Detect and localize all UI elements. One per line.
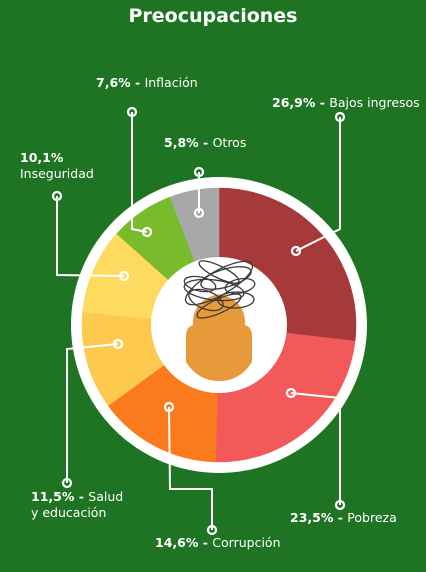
- label-text: Inflación: [144, 75, 198, 90]
- leader-dot-bajos-end: [334, 111, 346, 123]
- label-corrupcion: 14,6% - Corrupción: [155, 535, 281, 550]
- label-pobreza: 23,5% - Pobreza: [290, 510, 397, 525]
- label-text: Pobreza: [347, 510, 397, 525]
- label-bajos-ingresos: 26,9% - Bajos ingresos: [272, 95, 420, 110]
- label-text: Inseguridad: [20, 166, 94, 181]
- chart-title: Preocupaciones: [128, 5, 298, 27]
- leader-dot-corrupcion-start: [163, 401, 175, 413]
- leader-line-corrupcion: [168, 406, 213, 530]
- scribble-loop: [183, 275, 217, 293]
- scribble-loop: [196, 293, 242, 319]
- slice-pobreza: [215, 332, 356, 463]
- label-inflacion: 7,6% - Inflación: [96, 75, 198, 90]
- leader-dot-salud-start: [112, 338, 124, 350]
- label-pct: 10,1%: [20, 150, 64, 165]
- label-salud-educacion: 11,5% - Salud y educación: [31, 489, 124, 520]
- leader-dot-inflacion-start: [141, 226, 153, 238]
- leader-line-bajos: [295, 117, 341, 252]
- label-pct: 26,9%: [272, 95, 316, 110]
- leader-lines-group: [51, 106, 346, 536]
- leader-dot-bajos-start: [290, 245, 302, 257]
- scribble-icon: [183, 260, 256, 319]
- leader-dot-corrupcion-end: [206, 524, 218, 536]
- leader-dot-salud-end: [61, 477, 73, 489]
- scribble-loop: [200, 266, 252, 290]
- label-otros: 5,8% - Otros: [164, 135, 247, 150]
- label-pct: 11,5%: [31, 489, 75, 504]
- label-pct: 5,8%: [164, 135, 199, 150]
- label-pct: 23,5%: [290, 510, 334, 525]
- leader-dot-otros-start: [193, 207, 205, 219]
- leader-line-salud: [66, 343, 119, 483]
- label-inseguridad: 10,1% Inseguridad: [20, 150, 94, 182]
- head-icon: [186, 294, 252, 381]
- leader-line-pobreza: [290, 392, 341, 505]
- leader-dot-inseguridad-end: [51, 190, 63, 202]
- leader-dot-pobreza-start: [285, 387, 297, 399]
- leader-dot-otros-end: [193, 166, 205, 178]
- label-text: Corrupción: [212, 535, 281, 550]
- slices-group: [81, 187, 357, 463]
- scribble-loop: [183, 278, 245, 302]
- label-text: Otros: [212, 135, 247, 150]
- label-pct: 7,6%: [96, 75, 131, 90]
- leader-line-inseguridad: [56, 196, 125, 277]
- label-pct: 14,6%: [155, 535, 199, 550]
- scribble-loop: [198, 260, 240, 284]
- label-text-line1: Salud: [88, 489, 124, 504]
- label-text: Bajos ingresos: [329, 95, 420, 110]
- leader-dot-pobreza-end: [334, 499, 346, 511]
- label-text-line2: y educación: [31, 505, 107, 520]
- scribble-loop: [217, 291, 255, 309]
- leader-dot-inflacion-end: [126, 106, 138, 118]
- leader-dot-inseguridad-start: [118, 270, 130, 282]
